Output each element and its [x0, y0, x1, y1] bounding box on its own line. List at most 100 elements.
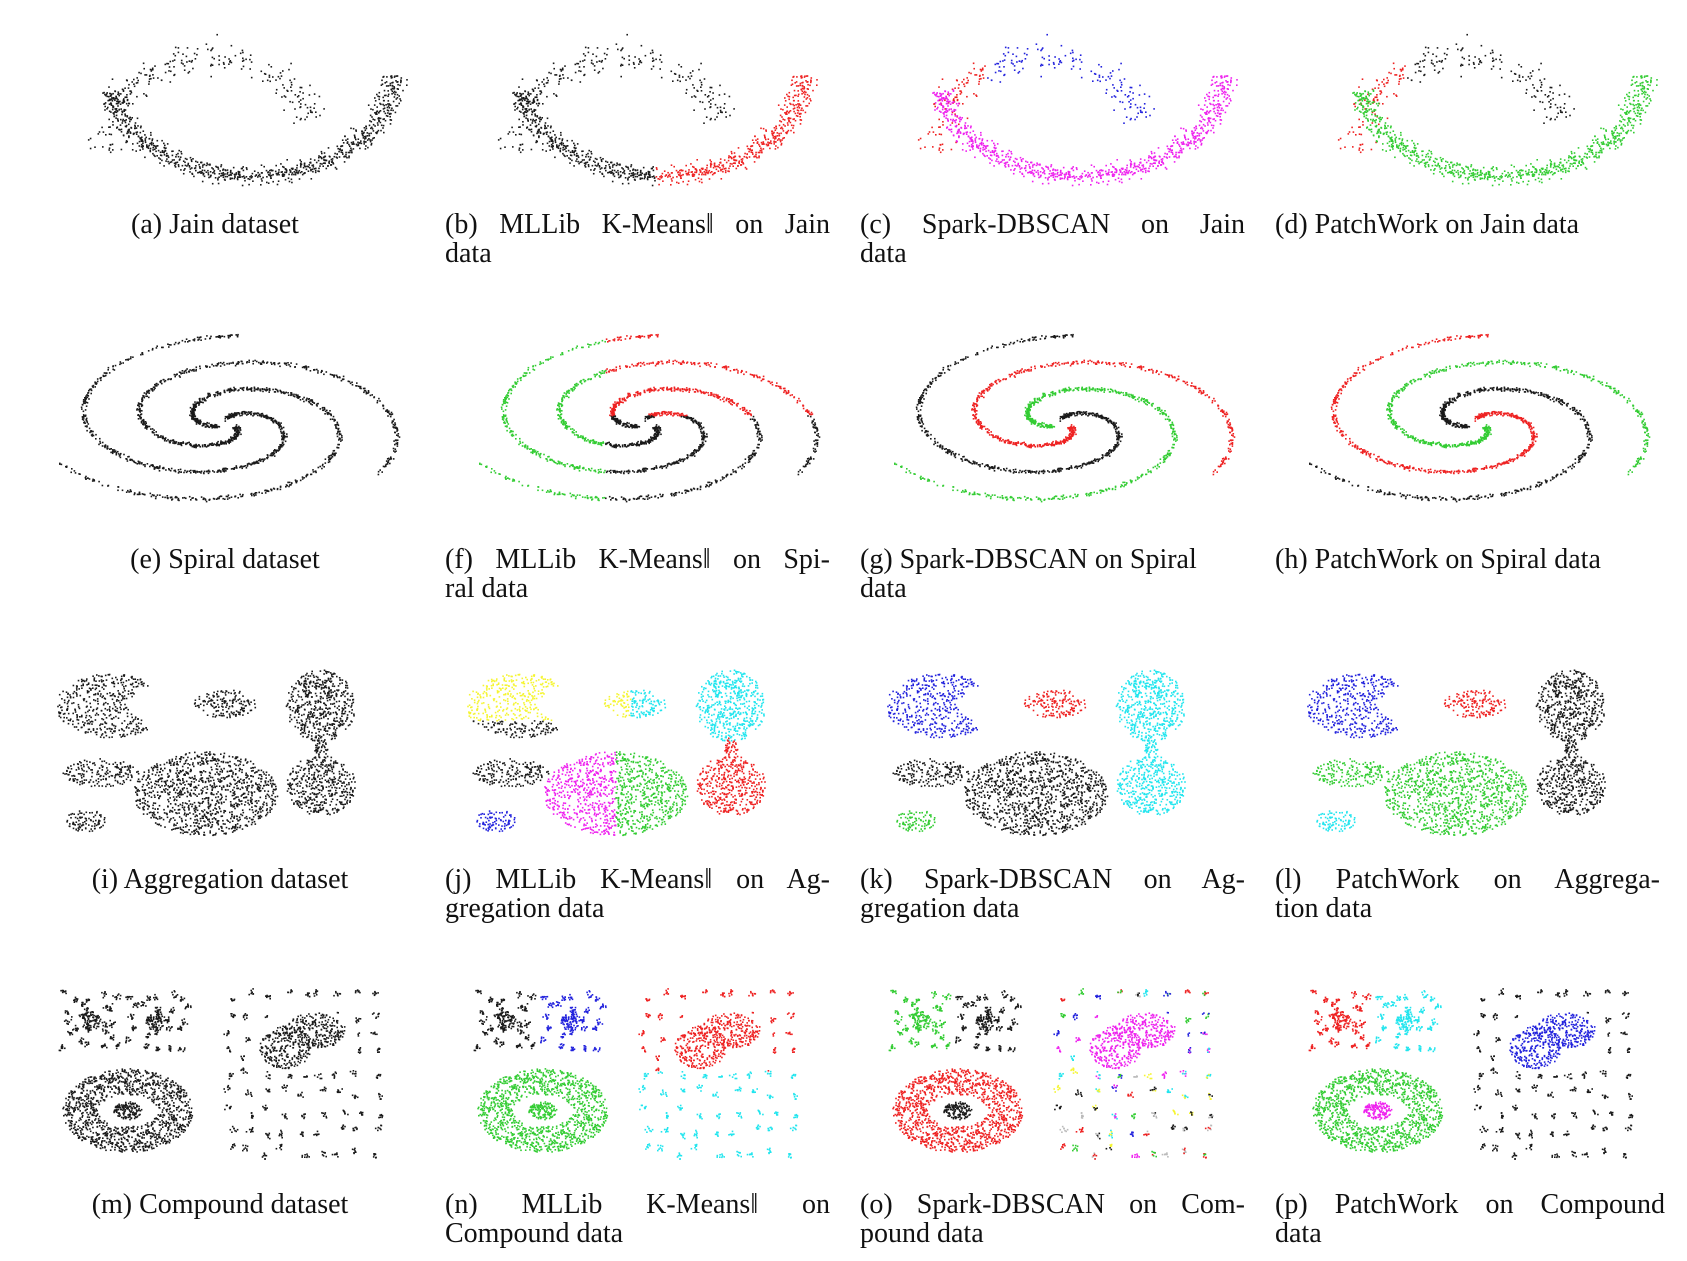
data-point [1047, 177, 1049, 180]
data-point [1434, 164, 1437, 167]
data-point [173, 162, 176, 165]
data-point [323, 108, 325, 110]
data-point [1533, 87, 1535, 89]
data-point [201, 172, 204, 174]
data-point [630, 165, 632, 168]
data-point [1115, 171, 1118, 174]
data-point [520, 102, 522, 104]
data-point [725, 111, 727, 113]
data-point [1216, 115, 1219, 117]
data-point [1075, 167, 1078, 169]
data-point [799, 123, 802, 125]
data-point [1370, 93, 1372, 95]
data-point [967, 79, 969, 82]
data-point [1236, 84, 1238, 86]
data-point [349, 151, 351, 154]
data-point [214, 177, 217, 179]
data-point [799, 84, 801, 87]
data-point [1411, 151, 1414, 153]
data-point [549, 149, 551, 151]
data-point [1380, 90, 1382, 92]
data-point [300, 103, 302, 105]
data-point [183, 372, 185, 374]
data-point [389, 84, 391, 87]
data-point [121, 113, 123, 116]
data-point [734, 155, 736, 158]
data-point [1090, 184, 1092, 186]
data-point [1592, 142, 1595, 144]
data-point [947, 120, 949, 122]
data-point [1206, 131, 1209, 133]
data-point [781, 116, 783, 118]
data-point [235, 433, 238, 436]
data-point [1217, 105, 1220, 107]
data-point [567, 77, 569, 79]
data-point [1643, 86, 1645, 88]
data-point [1519, 175, 1522, 178]
data-point [165, 147, 167, 149]
data-point [701, 173, 703, 176]
data-point [139, 131, 142, 134]
data-point [515, 94, 517, 97]
data-point [130, 127, 133, 129]
data-point [357, 144, 360, 147]
data-point [143, 67, 145, 70]
data-point [312, 170, 314, 173]
data-point [1637, 105, 1640, 107]
data-point [961, 81, 963, 83]
data-point [981, 69, 983, 71]
data-point [676, 181, 678, 184]
data-point [578, 162, 580, 165]
data-point [514, 109, 516, 111]
data-point [716, 116, 718, 118]
data-point [617, 169, 619, 172]
data-point [150, 141, 153, 144]
data-point [519, 93, 522, 95]
data-point [1386, 77, 1388, 79]
data-point [1048, 59, 1051, 61]
data-point [220, 172, 223, 175]
data-point [787, 95, 789, 98]
subfigure-e: (e) Spiral dataset [55, 333, 401, 595]
data-point [587, 165, 590, 168]
data-point [1640, 119, 1643, 121]
data-point [1365, 111, 1368, 114]
data-point [159, 151, 162, 154]
data-point [175, 156, 177, 158]
data-point [1199, 114, 1202, 117]
data-point [989, 154, 992, 156]
data-point [1081, 176, 1083, 178]
data-point [800, 112, 802, 115]
data-point [800, 119, 803, 121]
data-point [148, 75, 151, 77]
data-point [1113, 166, 1115, 169]
data-point [1362, 149, 1364, 151]
data-point [1358, 133, 1361, 135]
data-point [1202, 137, 1204, 140]
data-point [1533, 173, 1536, 176]
data-point [661, 172, 664, 175]
data-point [541, 117, 543, 119]
data-point [1581, 161, 1583, 163]
data-point [1139, 106, 1142, 109]
data-point [150, 134, 152, 136]
data-point [1397, 147, 1400, 149]
data-point [499, 137, 502, 140]
data-point [1184, 136, 1186, 139]
data-point [785, 131, 787, 134]
data-point [1459, 171, 1462, 173]
data-point [222, 169, 224, 171]
data-point [122, 89, 125, 91]
data-point [163, 151, 165, 154]
data-point [355, 143, 358, 146]
data-point [1079, 176, 1081, 178]
data-point [1072, 169, 1075, 172]
data-point [792, 124, 795, 127]
data-point [938, 149, 940, 151]
data-point [1111, 175, 1114, 177]
data-point [365, 141, 367, 143]
data-point [617, 48, 619, 51]
data-point [552, 140, 554, 143]
data-point [198, 444, 200, 446]
data-point [519, 99, 521, 102]
